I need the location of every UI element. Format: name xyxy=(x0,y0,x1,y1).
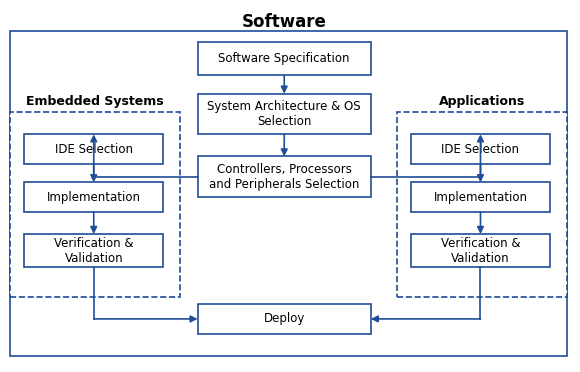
FancyBboxPatch shape xyxy=(411,182,550,212)
Text: Software: Software xyxy=(242,13,327,31)
FancyBboxPatch shape xyxy=(411,134,550,164)
Text: IDE Selection: IDE Selection xyxy=(55,142,133,155)
FancyBboxPatch shape xyxy=(198,42,371,75)
Text: Embedded Systems: Embedded Systems xyxy=(26,96,164,109)
Text: Verification &
Validation: Verification & Validation xyxy=(54,237,133,264)
FancyBboxPatch shape xyxy=(24,234,163,267)
FancyBboxPatch shape xyxy=(411,234,550,267)
FancyBboxPatch shape xyxy=(397,112,567,297)
FancyBboxPatch shape xyxy=(198,304,371,334)
FancyBboxPatch shape xyxy=(10,112,180,297)
Text: System Architecture & OS
Selection: System Architecture & OS Selection xyxy=(208,100,361,128)
Text: Software Specification: Software Specification xyxy=(219,52,350,65)
FancyBboxPatch shape xyxy=(198,157,371,197)
Text: Controllers, Processors
and Peripherals Selection: Controllers, Processors and Peripherals … xyxy=(209,163,360,191)
Text: Deploy: Deploy xyxy=(263,312,305,326)
Text: Implementation: Implementation xyxy=(433,190,527,203)
Text: IDE Selection: IDE Selection xyxy=(441,142,520,155)
FancyBboxPatch shape xyxy=(198,94,371,134)
Text: Verification &
Validation: Verification & Validation xyxy=(441,237,520,264)
FancyBboxPatch shape xyxy=(10,31,567,356)
FancyBboxPatch shape xyxy=(24,134,163,164)
Text: Applications: Applications xyxy=(439,96,525,109)
Text: Implementation: Implementation xyxy=(47,190,141,203)
FancyBboxPatch shape xyxy=(24,182,163,212)
